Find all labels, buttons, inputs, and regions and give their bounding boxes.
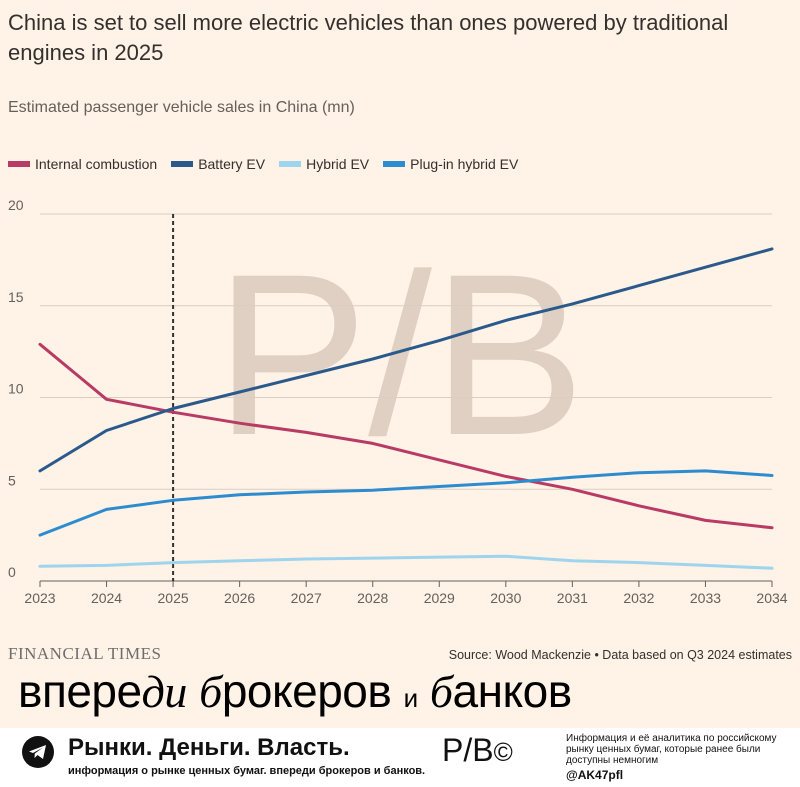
x-tick-label-2033: 2033 [690, 590, 721, 606]
slogan-part3: б [199, 666, 222, 717]
legend-item-battery-ev: Battery EV [171, 156, 265, 172]
legend: Internal combustion Battery EV Hybrid EV… [8, 156, 518, 172]
x-tick-label-2031: 2031 [557, 590, 588, 606]
info-text: Информация и её аналитика по российскому… [566, 733, 777, 766]
x-tick-label-2029: 2029 [424, 590, 455, 606]
pb-logo-text: P/B [442, 732, 494, 768]
x-tick-label-2026: 2026 [224, 590, 255, 606]
brand-tagline: информация о рынке ценных бумаг. впереди… [68, 765, 426, 777]
slogan-part5: и [403, 683, 419, 713]
watermark-logo: P/B [215, 226, 586, 483]
channel-handle[interactable]: @AK47pfl [566, 768, 624, 782]
watermark-text: P/B [215, 226, 586, 483]
slogan-part7: анков [452, 665, 573, 717]
slogan: впереди брокеров и банков [18, 664, 572, 725]
y-tick-label-15: 15 [8, 289, 24, 305]
legend-swatch-plug-in-hybrid-ev [383, 161, 406, 167]
legend-swatch-battery-ev [171, 161, 194, 167]
legend-swatch-hybrid-ev [279, 161, 302, 167]
series-line-hybrid-ev [38, 554, 774, 570]
source-note: Source: Wood Mackenzie • Data based on Q… [448, 648, 792, 662]
chart-title: China is set to sell more electric vehic… [8, 10, 729, 65]
y-tick-label-20: 20 [8, 197, 24, 213]
legend-label-plug-in-hybrid-ev: Plug-in hybrid EV [410, 156, 519, 172]
legend-item-hybrid-ev: Hybrid EV [279, 156, 369, 172]
x-tick-label-2024: 2024 [91, 590, 122, 606]
slogan-part1: впере [18, 665, 142, 717]
series-line-internal-combustion [38, 342, 774, 530]
x-tick-label-2028: 2028 [357, 590, 388, 606]
chart-subtitle: Estimated passenger vehicle sales in Chi… [8, 99, 355, 116]
chart-grid [40, 213, 772, 582]
y-axis-ticks: 0 5 10 15 20 [8, 197, 24, 580]
slogan-part4: рокеров [221, 665, 392, 717]
brand-name: Рынки. Деньги. Власть. [68, 734, 350, 761]
y-tick-label-5: 5 [8, 472, 16, 488]
y-tick-label-10: 10 [8, 381, 24, 397]
slogan-part6: б [429, 666, 453, 717]
x-axis-ticks: 2023 2024 2025 2026 2027 2028 2029 2030 2031 2032… [24, 581, 788, 606]
legend-label-battery-ev: Battery EV [198, 156, 266, 172]
slogan-part2: ди [141, 666, 188, 717]
telegram-icon[interactable] [22, 736, 54, 768]
legend-label-hybrid-ev: Hybrid EV [306, 156, 370, 172]
telegram-glyph [29, 745, 46, 759]
x-tick-label-2030: 2030 [490, 590, 521, 606]
x-tick-label-2025: 2025 [158, 590, 189, 606]
x-tick-label-2027: 2027 [291, 590, 322, 606]
x-tick-label-2023: 2023 [24, 590, 55, 606]
x-tick-label-2032: 2032 [623, 590, 654, 606]
legend-item-plug-in-hybrid-ev: Plug-in hybrid EV [383, 156, 518, 172]
series-line-plug-in-hybrid-ev [38, 469, 774, 537]
legend-swatch-internal-combustion [8, 161, 30, 167]
bottom-bar: Рынки. Деньги. Власть. информация о рынк… [0, 728, 800, 787]
financial-times-logo: FINANCIAL TIMES [8, 644, 162, 663]
legend-item-internal-combustion: Internal combustion [8, 156, 157, 172]
pb-logo: P/B© [442, 732, 513, 769]
series-line-battery-ev [38, 247, 774, 473]
x-tick-label-2034: 2034 [756, 590, 787, 606]
legend-label-internal-combustion: Internal combustion [35, 156, 158, 172]
chart-series [38, 247, 774, 570]
copyright-icon: © [493, 737, 513, 768]
y-tick-label-0: 0 [8, 564, 16, 580]
